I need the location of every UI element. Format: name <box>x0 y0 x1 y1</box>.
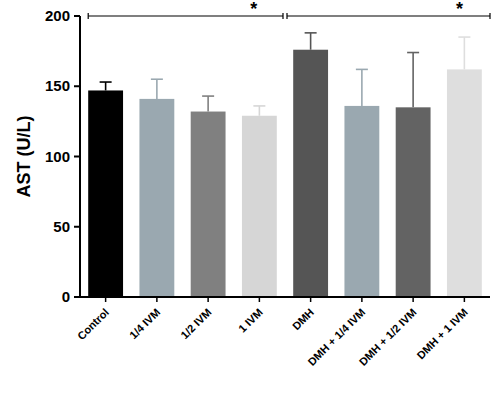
error-bar <box>100 82 112 90</box>
y-tick <box>74 156 80 158</box>
y-tick-label: 100 <box>45 148 70 165</box>
x-tick <box>105 297 107 302</box>
bar <box>139 99 174 297</box>
error-bar <box>202 96 214 111</box>
x-tick <box>156 297 158 302</box>
x-tick-label: DMH <box>290 306 316 332</box>
y-axis-title: AST (U/L) <box>14 116 34 198</box>
error-cap <box>305 32 317 34</box>
x-tick <box>361 297 363 302</box>
y-tick <box>74 15 80 17</box>
significance-end <box>286 13 287 19</box>
error-stem <box>156 79 158 99</box>
x-tick <box>412 297 414 302</box>
error-cap <box>202 95 214 97</box>
error-cap <box>356 69 368 71</box>
significance-end <box>282 13 283 19</box>
error-bar <box>458 37 470 69</box>
error-stem <box>361 69 363 106</box>
x-tick <box>464 297 466 302</box>
error-stem <box>259 106 261 116</box>
bar <box>293 50 328 297</box>
error-cap <box>253 105 265 107</box>
error-bar <box>305 33 317 50</box>
significance-star: * <box>250 0 257 19</box>
x-axis <box>80 296 490 298</box>
bar <box>447 69 482 297</box>
y-tick <box>74 226 80 228</box>
x-tick-label: DMH + 1 IVM <box>414 306 469 361</box>
error-bar <box>356 69 368 106</box>
y-tick-label: 200 <box>45 7 70 24</box>
significance-end <box>489 13 490 19</box>
error-cap <box>151 78 163 80</box>
x-tick-label: DMH + 1/2 IVM <box>357 306 419 368</box>
error-bar <box>151 79 163 99</box>
error-stem <box>412 53 414 108</box>
x-tick <box>310 297 312 302</box>
x-tick <box>259 297 261 302</box>
x-tick-label: 1 IVM <box>236 306 265 335</box>
error-stem <box>105 82 107 90</box>
bar <box>88 90 123 297</box>
x-tick <box>207 297 209 302</box>
error-stem <box>207 96 209 111</box>
chart: 0 50 100 150 200 Control 1/4 IVM 1/2 IVM 1 IVM DM… <box>0 0 496 398</box>
y-tick <box>74 85 80 87</box>
x-tick-label: Control <box>75 306 111 342</box>
x-tick-label: 1/2 IVM <box>178 306 213 341</box>
significance-end <box>88 13 89 19</box>
y-tick-label: 150 <box>45 77 70 94</box>
y-tick-label: 50 <box>53 218 70 235</box>
plot-area <box>88 33 482 297</box>
y-tick-label: 0 <box>62 288 70 305</box>
error-bar <box>407 53 419 108</box>
bar <box>344 106 379 297</box>
x-tick-label: 1/4 IVM <box>127 306 162 341</box>
error-cap <box>458 36 470 38</box>
error-cap <box>407 52 419 54</box>
bar <box>191 112 226 297</box>
significance-star: * <box>456 0 463 19</box>
y-tick <box>74 296 80 298</box>
error-bar <box>253 106 265 116</box>
error-cap <box>100 81 112 83</box>
error-stem <box>464 37 466 69</box>
bar <box>242 116 277 297</box>
error-stem <box>310 33 312 50</box>
bar <box>396 107 431 297</box>
